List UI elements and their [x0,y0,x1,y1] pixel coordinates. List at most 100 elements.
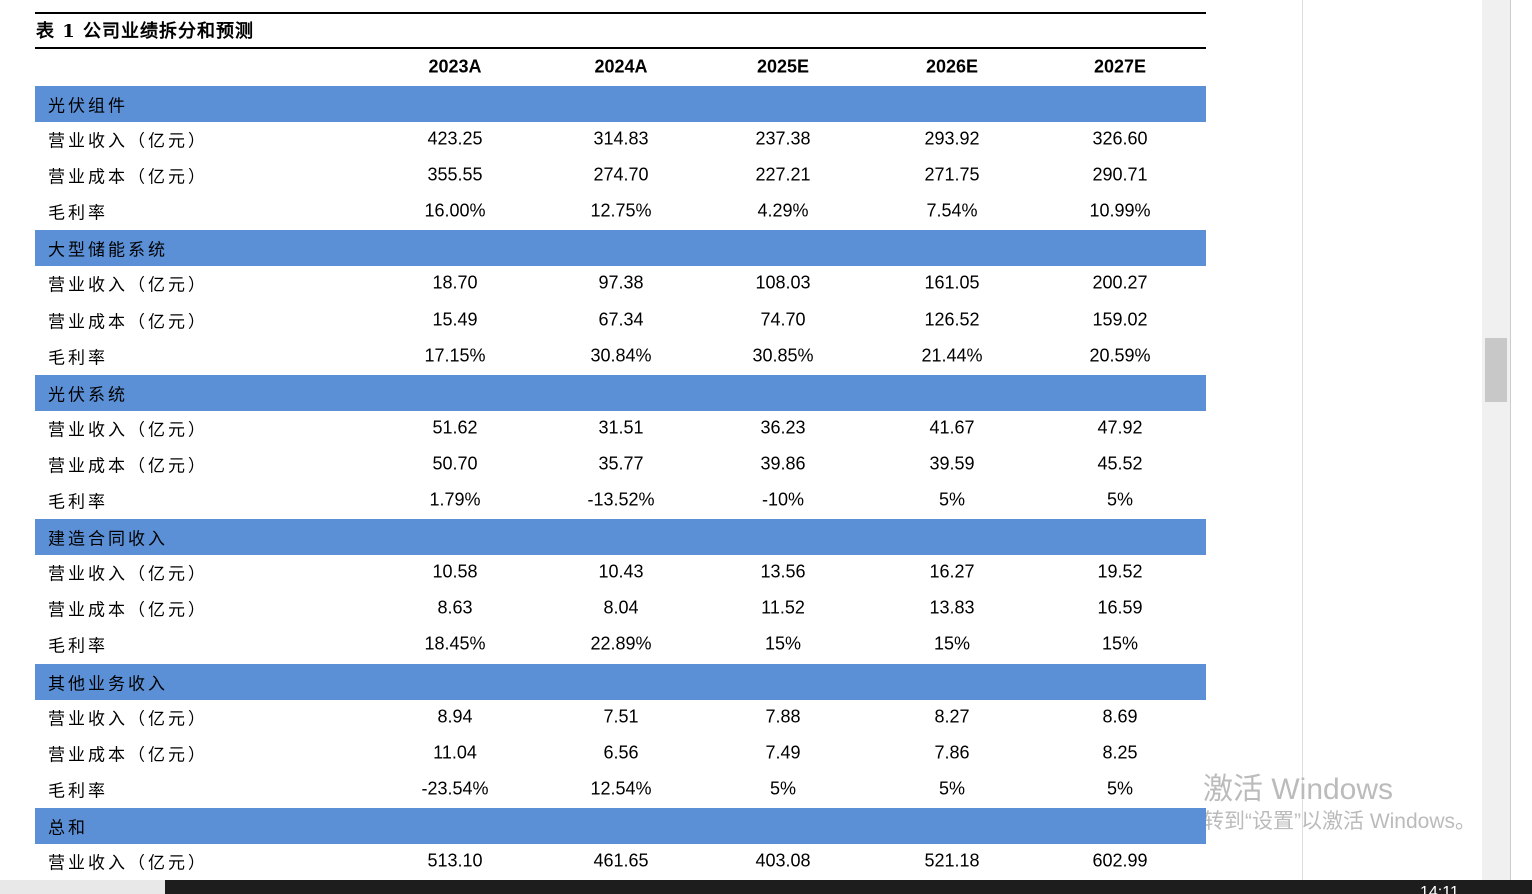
value-cell: 19.52 [1097,561,1143,582]
section-name: 大型储能系统 [48,240,168,261]
value-cell: 8.69 [1102,706,1138,727]
value-cell: -10% [761,489,805,510]
value-cell: 12.75% [590,200,652,221]
value-cell: 7.49 [765,742,801,763]
column-header: 2026E [925,56,979,77]
value-cell: 8.94 [437,706,473,727]
row-label: 营业成本（亿元） [48,745,208,766]
row-label: 毛利率 [48,781,108,802]
value-cell: 47.92 [1097,417,1143,438]
row-label: 营业收入（亿元） [48,420,208,441]
clock: 14:11 [1420,884,1459,894]
value-cell: 7.54% [926,200,978,221]
value-cell: 161.05 [924,272,980,293]
value-cell: 30.85% [752,345,814,366]
value-cell: 8.25 [1102,742,1138,763]
value-cell: 521.18 [924,850,980,871]
value-cell: 461.65 [593,850,649,871]
scroll-thumb[interactable] [1485,338,1507,402]
value-cell: 5% [1106,778,1134,799]
value-cell: 39.86 [760,453,806,474]
value-cell: 17.15% [424,345,486,366]
value-cell: 45.52 [1097,453,1143,474]
section-band [35,374,1206,411]
value-cell: -23.54% [421,778,489,799]
section-name: 总和 [48,818,88,839]
row-label: 营业收入（亿元） [48,564,208,585]
value-cell: 403.08 [755,850,811,871]
value-cell: 355.55 [427,164,483,185]
value-cell: 4.29% [757,200,809,221]
panel-divider [1302,0,1303,880]
value-cell: 16.59 [1097,597,1143,618]
scrollbar[interactable] [1482,0,1510,880]
section-name: 其他业务收入 [48,674,168,695]
value-cell: 8.04 [603,597,639,618]
value-cell: 602.99 [1092,850,1148,871]
value-cell: 326.60 [1092,128,1148,149]
value-cell: 5% [1106,489,1134,510]
value-cell: 51.62 [432,417,478,438]
row-label: 营业收入（亿元） [48,853,208,874]
row-label: 毛利率 [48,348,108,369]
row-label: 营业成本（亿元） [48,456,208,477]
value-cell: 513.10 [427,850,483,871]
value-cell: 159.02 [1092,309,1148,329]
value-cell: 30.84% [590,345,652,366]
value-cell: 293.92 [924,128,980,149]
value-cell: 10.43 [598,561,644,582]
value-cell: 5% [938,489,966,510]
value-cell: 15.49 [432,309,478,329]
section-band [35,86,1206,122]
section-band [35,663,1206,700]
value-cell: 274.70 [593,164,649,185]
edge [1510,0,1511,880]
value-cell: 126.52 [924,309,980,329]
value-cell: 10.99% [1089,200,1151,221]
value-cell: 10.58 [432,561,478,582]
column-header: 2027E [1093,56,1147,77]
value-cell: 67.34 [598,309,644,329]
value-cell: 16.27 [929,561,975,582]
value-cell: 31.51 [598,417,644,438]
value-cell: 12.54% [590,778,652,799]
value-cell: 15% [764,633,802,654]
value-cell: 7.51 [603,706,639,727]
value-cell: 7.88 [765,706,801,727]
value-cell: 18.70 [432,272,478,293]
taskbar-left [0,880,165,894]
value-cell: 237.38 [755,128,811,149]
value-cell: 50.70 [432,453,478,474]
section-name: 光伏系统 [48,385,128,406]
value-cell: 200.27 [1092,272,1148,293]
row-label: 营业收入（亿元） [48,275,208,296]
top-rule [35,12,1206,14]
row-label: 毛利率 [48,203,108,224]
section-band [35,808,1206,844]
value-cell: 8.63 [437,597,473,618]
row-label: 毛利率 [48,636,108,657]
value-cell: 5% [769,778,797,799]
taskbar[interactable]: 14:11 [165,880,1532,894]
value-cell: 74.70 [760,309,806,329]
value-cell: 22.89% [590,633,652,654]
value-cell: 423.25 [427,128,483,149]
value-cell: 11.52 [761,597,805,618]
row-label: 营业成本（亿元） [48,167,208,188]
value-cell: 13.56 [760,561,806,582]
value-cell: 11.04 [433,742,477,763]
value-cell: 97.38 [598,272,644,293]
value-cell: 290.71 [1092,164,1148,185]
value-cell: 18.45% [424,633,486,654]
table-title: 表 1 公司业绩拆分和预测 [36,21,255,42]
value-cell: 7.86 [934,742,970,763]
value-cell: 314.83 [593,128,649,149]
column-header: 2025E [756,56,810,77]
row-label: 营业成本（亿元） [48,312,208,332]
watermark-title: 激活 Windows [1203,773,1394,806]
section-name: 建造合同收入 [48,529,168,550]
value-cell: 227.21 [755,164,811,185]
value-cell: 41.67 [929,417,975,438]
column-header: 2023A [428,56,482,77]
